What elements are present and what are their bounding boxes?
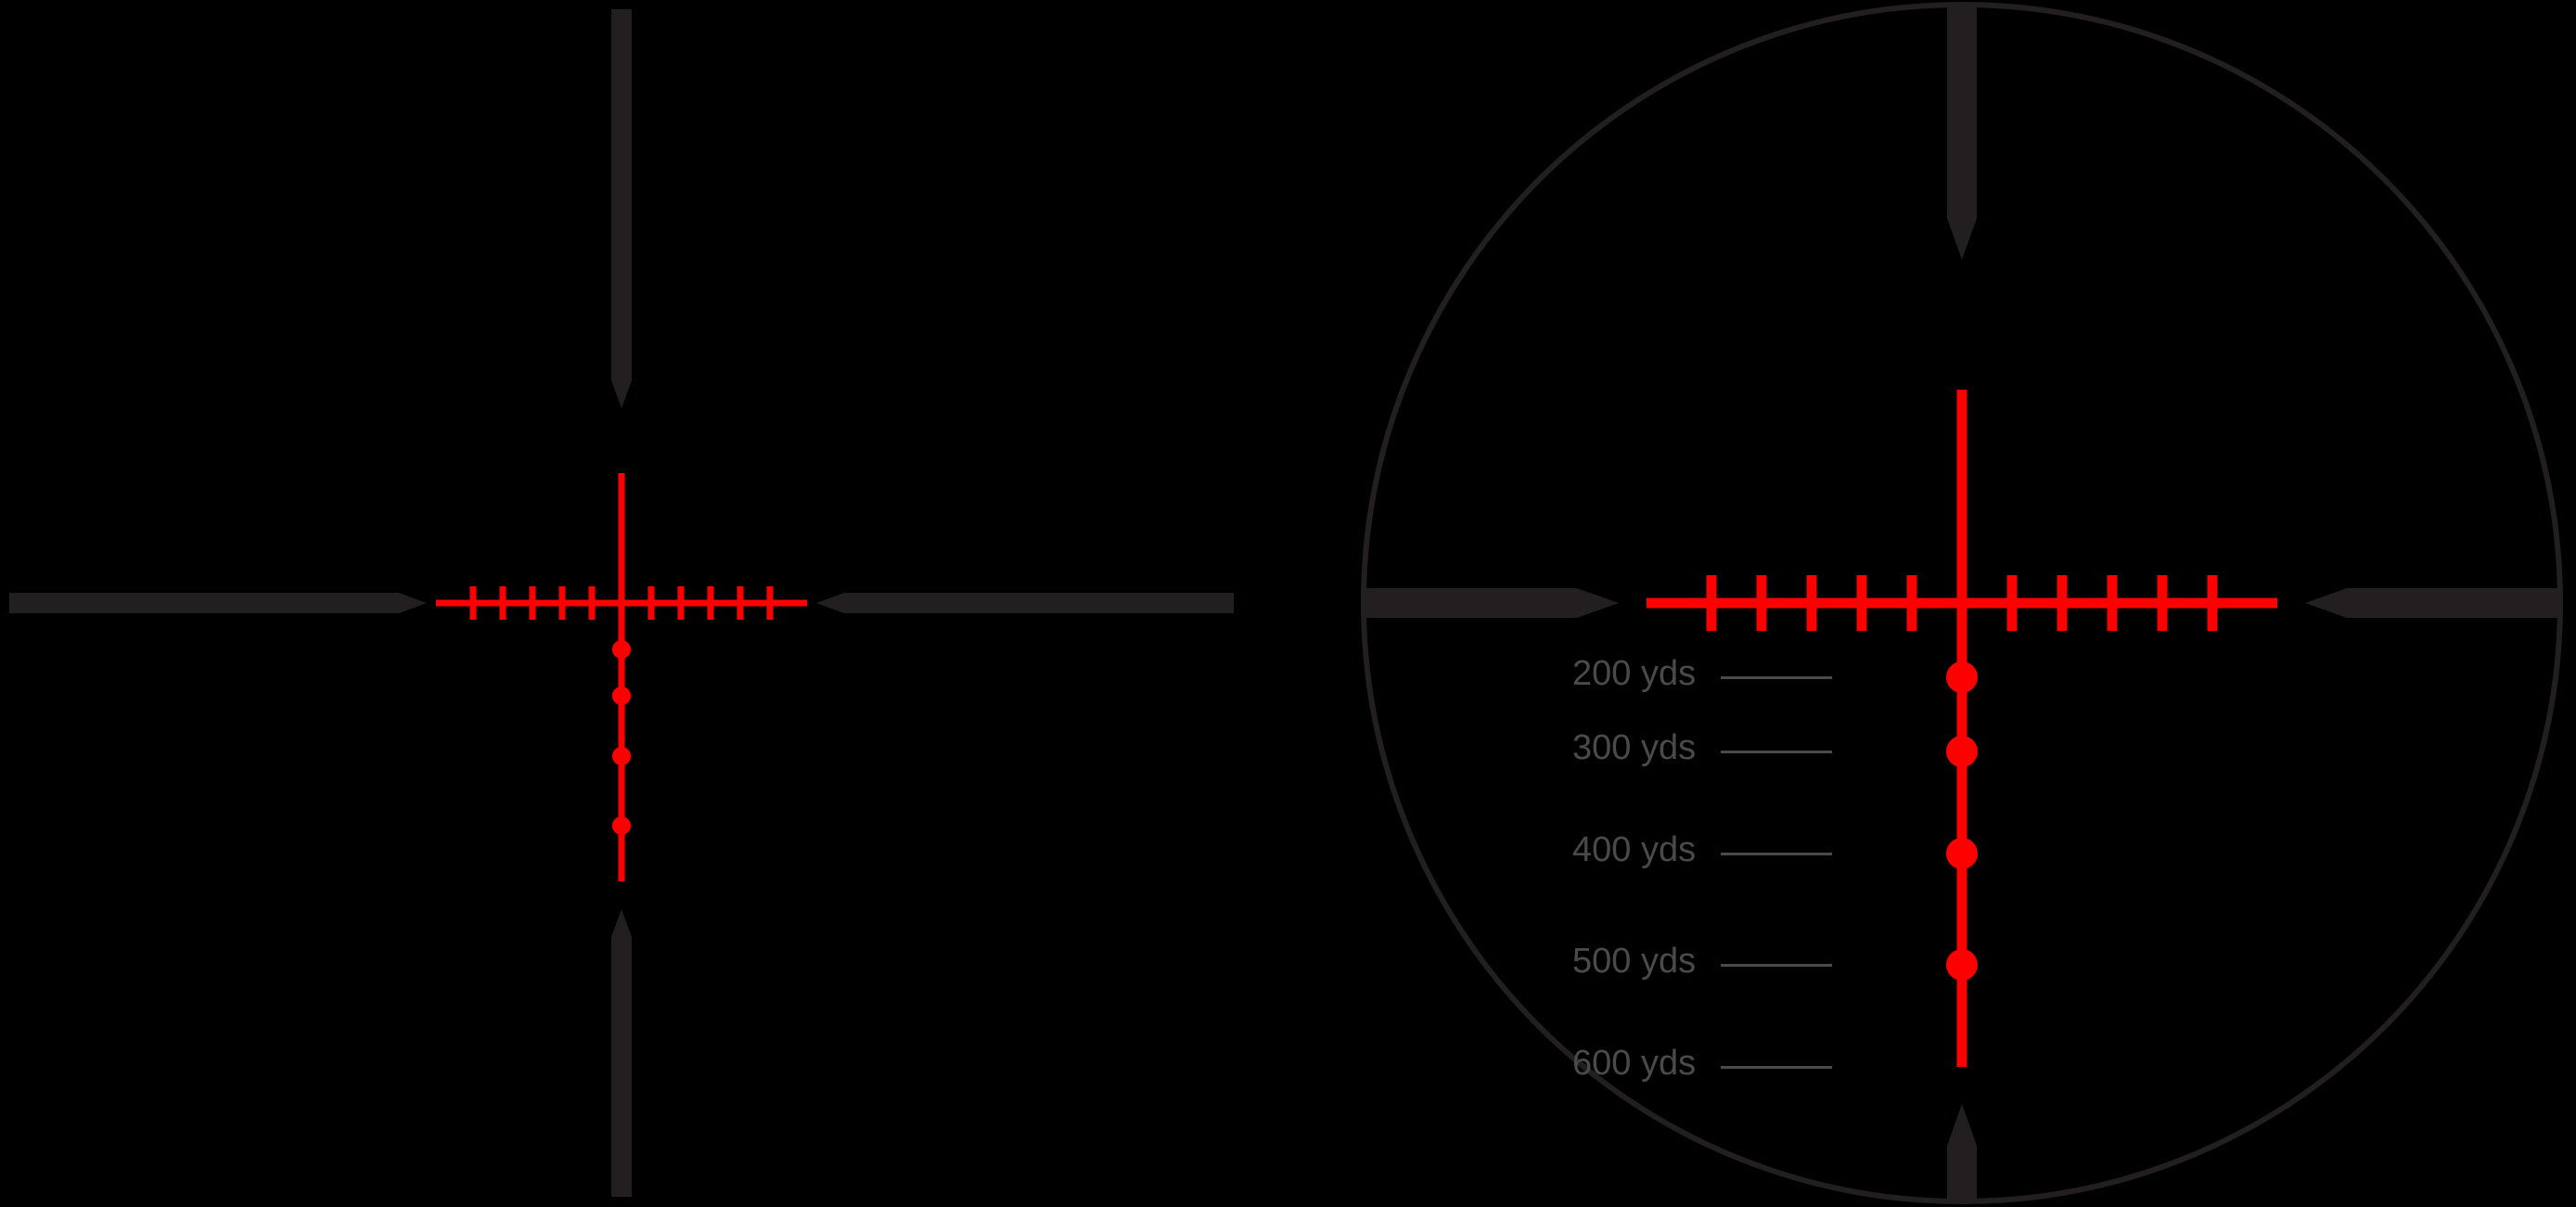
range-leader-3 <box>1721 964 1832 967</box>
reticle-svg <box>0 0 2576 1207</box>
range-leader-0 <box>1721 676 1832 679</box>
range-label-0: 200 yds <box>1572 654 1696 694</box>
range-label-1: 300 yds <box>1572 728 1696 768</box>
range-label-3: 500 yds <box>1572 942 1696 982</box>
diagram-stage: 200 yds 300 yds 400 yds 500 yds 600 yds <box>0 0 2576 1207</box>
range-label-end: 600 yds <box>1572 1044 1696 1084</box>
range-label-2: 400 yds <box>1572 830 1696 870</box>
range-leader-end <box>1721 1066 1832 1069</box>
range-leader-2 <box>1721 853 1832 855</box>
range-leader-1 <box>1721 751 1832 753</box>
